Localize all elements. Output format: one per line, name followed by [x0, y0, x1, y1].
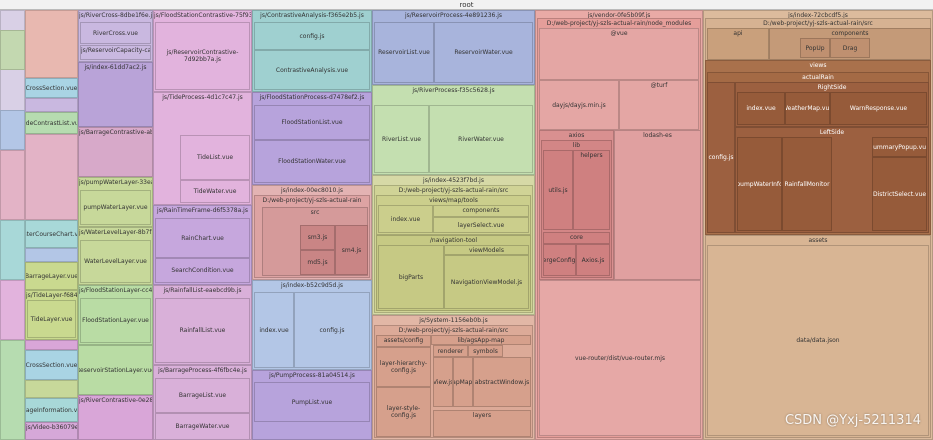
- module-block[interactable]: RainfallList.vue: [155, 298, 250, 363]
- module-block[interactable]: abstractWindow.js: [473, 357, 531, 407]
- module-block[interactable]: TideWater.vue: [180, 180, 250, 203]
- module-block: [0, 280, 25, 340]
- module-block[interactable]: symbols: [468, 345, 503, 357]
- module-block[interactable]: RiverList.vue: [374, 105, 429, 173]
- module-block: [0, 110, 25, 150]
- module-block[interactable]: FloodStationList.vue: [254, 105, 370, 140]
- module-block[interactable]: pumpWaterLayer.vue: [80, 190, 151, 225]
- module-block[interactable]: js/RiverContrastive-0e2855e8.js: [78, 395, 153, 440]
- module-block[interactable]: DistrictSelect.vue: [872, 157, 927, 231]
- module-block[interactable]: WaterCourseChart.vue: [25, 220, 78, 248]
- module-block[interactable]: dayjs/dayjs.min.js: [539, 80, 619, 130]
- module-block[interactable]: PopUp: [800, 38, 830, 58]
- module-block[interactable]: @vue: [539, 28, 699, 80]
- module-block: [25, 10, 78, 78]
- module-block[interactable]: WaterLevelLayer.vue: [80, 240, 151, 283]
- module-block: [0, 30, 25, 70]
- module-block: [25, 340, 78, 350]
- module-block[interactable]: CrossSection.vue: [25, 78, 78, 98]
- module-block[interactable]: data/data.json: [707, 245, 929, 436]
- module-block[interactable]: SummaryPopup.vue: [872, 137, 927, 157]
- module-block[interactable]: RiverCross.vue: [80, 22, 151, 44]
- module-block: [25, 134, 78, 220]
- module-block[interactable]: RiverWater.vue: [429, 105, 533, 173]
- module-block[interactable]: RainfallMonitor: [782, 137, 832, 231]
- module-block[interactable]: helpers: [573, 150, 610, 230]
- module-block[interactable]: ReservoirStationLayer.vue: [78, 345, 153, 395]
- module-block[interactable]: api: [707, 28, 769, 60]
- module-block[interactable]: WarnResponse.vue: [830, 92, 927, 125]
- module-block[interactable]: renderer: [433, 345, 468, 357]
- module-block[interactable]: TideContrastList.vue: [25, 112, 78, 134]
- module-block: [0, 340, 25, 440]
- module-block[interactable]: PumpList.vue: [254, 382, 370, 422]
- module-block[interactable]: config.js: [294, 292, 370, 368]
- module-block[interactable]: sm4.js: [335, 225, 368, 275]
- module-block[interactable]: lodash-es: [614, 130, 701, 280]
- module-block[interactable]: sm3.js: [300, 225, 335, 250]
- module-block[interactable]: utils.js: [543, 150, 573, 230]
- module-block[interactable]: index.vue: [254, 292, 294, 368]
- module-block[interactable]: ImageInformation.vue: [25, 398, 78, 422]
- module-block[interactable]: ReservoirWater.vue: [434, 22, 533, 83]
- module-block[interactable]: ContrastiveAnalysis.vue: [254, 50, 370, 90]
- module-block[interactable]: @turf: [619, 80, 699, 130]
- watermark: CSDN @Yxj-5211314: [784, 413, 921, 428]
- module-block[interactable]: MapMap.js: [453, 357, 473, 407]
- module-block[interactable]: TideLayer.vue: [27, 300, 76, 338]
- module-block[interactable]: WeatherMap.vue: [785, 92, 830, 125]
- module-block[interactable]: layer-style-config.js: [376, 387, 431, 437]
- module-block[interactable]: vue-router/dist/vue-router.mjs: [539, 280, 701, 436]
- module-block[interactable]: js/index-61dd7ac2.js: [78, 62, 153, 127]
- module-block: [25, 380, 78, 398]
- module-block[interactable]: config.js: [707, 82, 735, 233]
- module-block[interactable]: BarrageList.vue: [155, 378, 250, 413]
- module-block[interactable]: TideList.vue: [180, 135, 250, 180]
- module-block[interactable]: SearchCondition.vue: [155, 258, 250, 283]
- module-block[interactable]: bigParts: [378, 245, 444, 309]
- module-block[interactable]: config.js: [254, 22, 370, 50]
- module-block[interactable]: index.vue: [737, 92, 785, 125]
- module-block[interactable]: BarrageWater.vue: [155, 413, 250, 440]
- module-block[interactable]: assets/config: [376, 335, 431, 347]
- module-block[interactable]: js/Video-b36079e2.js: [25, 422, 78, 440]
- module-block[interactable]: md5.js: [300, 250, 335, 275]
- module-block[interactable]: js/BarrageContrastive-ab4f72a1.js: [78, 127, 153, 177]
- module-block[interactable]: CrossSection.vue: [25, 350, 78, 380]
- module-block[interactable]: BarrageLayer.vue: [25, 262, 78, 290]
- module-block[interactable]: pumpWaterInfo: [737, 137, 782, 231]
- module-block[interactable]: NavigationViewModel.js: [444, 255, 529, 309]
- module-block[interactable]: View.js: [433, 357, 453, 407]
- module-block[interactable]: RainChart.vue: [155, 218, 250, 258]
- module-block[interactable]: lib/agsApp-map: [431, 335, 531, 345]
- module-block[interactable]: viewModels: [444, 245, 529, 255]
- module-block: [0, 150, 25, 220]
- module-block[interactable]: mergeConfig.js: [543, 244, 576, 276]
- module-block[interactable]: js/ReservoirContrastive-7d92bb7a.js: [155, 22, 250, 90]
- module-block[interactable]: ReservoirList.vue: [374, 22, 434, 83]
- root-title: root: [0, 0, 933, 10]
- module-block[interactable]: layerSelect.vue: [433, 217, 529, 233]
- module-block[interactable]: layer-hierarchy-config.js: [376, 347, 431, 387]
- module-block[interactable]: core: [543, 232, 610, 244]
- module-block[interactable]: index.vue: [378, 205, 433, 233]
- module-block[interactable]: Axios.js: [576, 244, 610, 276]
- module-block[interactable]: FloodStationWater.vue: [254, 140, 370, 183]
- module-block[interactable]: js/ReservoirCapacity-ca0948f3.js: [80, 45, 151, 60]
- module-block: [25, 248, 78, 262]
- module-block: [25, 98, 78, 112]
- module-block[interactable]: FloodStationLayer.vue: [80, 298, 151, 343]
- module-block[interactable]: layers: [433, 410, 531, 437]
- module-block[interactable]: Drag: [830, 38, 870, 58]
- module-block: [0, 220, 25, 280]
- module-block[interactable]: components: [433, 205, 529, 217]
